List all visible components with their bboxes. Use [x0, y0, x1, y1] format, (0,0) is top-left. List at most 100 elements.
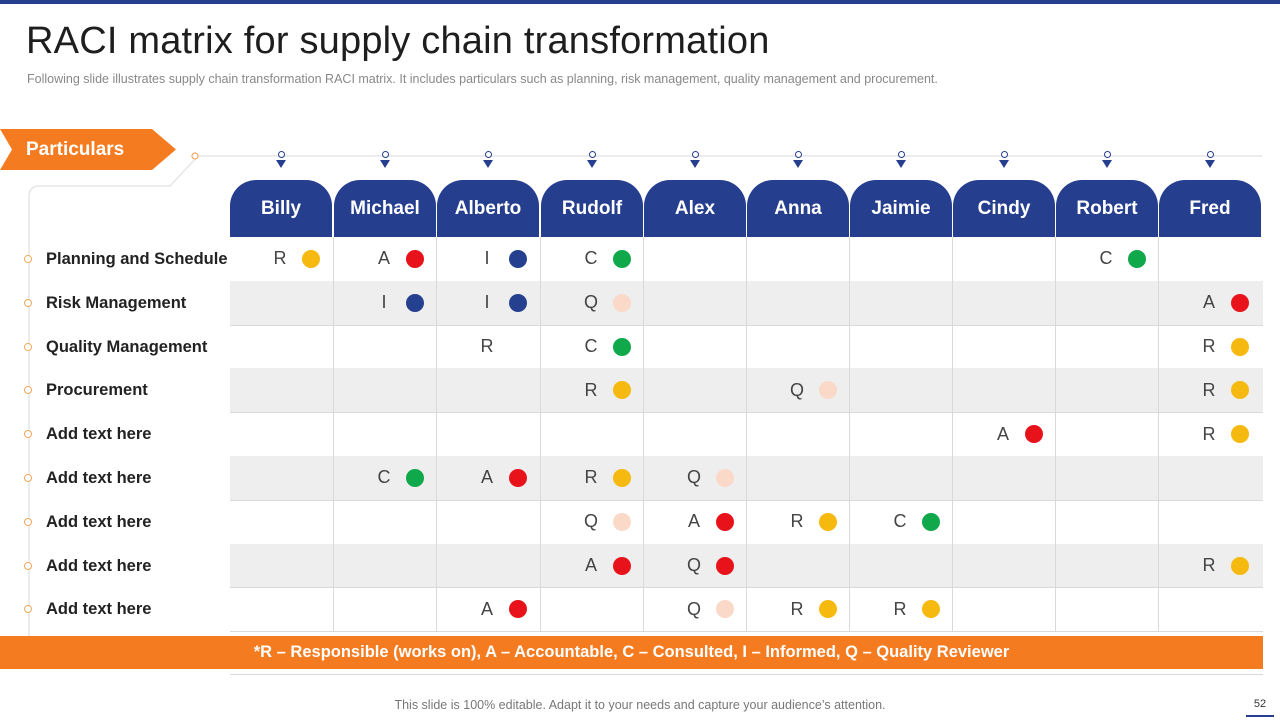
row-label: Quality Management	[46, 337, 208, 356]
raci-cell: R	[271, 248, 320, 270]
pin-marker-icon	[1102, 151, 1112, 171]
raci-cell: A	[994, 423, 1043, 445]
raci-cell: R	[1200, 555, 1249, 577]
raci-letter: Q	[583, 292, 598, 313]
raci-cell: C	[891, 511, 940, 533]
raci-cell: Q	[685, 555, 734, 577]
connector-node-icon	[191, 152, 199, 160]
pin-marker-icon	[896, 151, 906, 171]
raci-letter: R	[1202, 379, 1216, 400]
status-dot-icon	[406, 249, 424, 268]
status-dot-icon	[509, 600, 527, 619]
status-dot-icon	[922, 512, 940, 531]
raci-cell: Q	[582, 511, 631, 533]
raci-letter: Q	[686, 467, 701, 488]
raci-letter: R	[584, 379, 598, 400]
raci-letter: C	[1099, 248, 1113, 269]
status-dot-icon	[819, 600, 837, 619]
row-label: Add text here	[46, 512, 152, 531]
raci-cell: Q	[788, 379, 837, 401]
slide-title: RACI matrix for supply chain transformat…	[26, 20, 770, 62]
row-bullet-icon	[24, 342, 32, 351]
raci-cell: A	[685, 511, 734, 533]
status-dot-icon	[613, 337, 631, 356]
row-bullet-icon	[24, 517, 32, 526]
raci-cell: A	[478, 598, 527, 620]
raci-cell: Q	[685, 467, 734, 489]
raci-letter: I	[484, 248, 490, 269]
raci-letter: R	[273, 248, 287, 269]
raci-letter: I	[484, 292, 490, 313]
page-number-underline	[1246, 715, 1274, 717]
column-divider	[746, 237, 747, 631]
column-header: Robert	[1056, 180, 1158, 237]
status-dot-icon	[716, 468, 734, 487]
status-dot-icon	[509, 293, 527, 312]
row-label: Add text here	[46, 556, 152, 575]
status-dot-icon	[716, 600, 734, 619]
status-dot-icon	[613, 381, 631, 400]
raci-cell: R	[1200, 379, 1249, 401]
column-header: Jaimie	[850, 180, 952, 237]
raci-cell: R	[582, 379, 631, 401]
raci-letter: C	[377, 467, 391, 488]
status-dot-icon	[922, 600, 940, 619]
bottom-divider	[230, 674, 1263, 675]
column-divider	[1055, 237, 1056, 631]
status-dot-icon	[1025, 425, 1043, 444]
column-divider	[1158, 237, 1159, 631]
raci-letter: Q	[789, 379, 804, 400]
status-dot-icon	[1231, 425, 1249, 444]
slide-subtitle: Following slide illustrates supply chain…	[27, 72, 938, 86]
raci-letter: R	[1202, 423, 1216, 444]
raci-cell: C	[582, 336, 631, 358]
raci-cell: A	[375, 248, 424, 270]
raci-letter: R	[584, 467, 598, 488]
status-dot-icon	[406, 468, 424, 487]
legend-text: *R – Responsible (works on), A – Account…	[253, 643, 1010, 661]
raci-letter: R	[480, 336, 494, 356]
pin-marker-icon	[276, 151, 286, 171]
row-bullet-icon	[24, 473, 32, 482]
column-divider	[952, 237, 953, 631]
column-header: Fred	[1159, 180, 1261, 237]
raci-cell: A	[1200, 292, 1249, 314]
raci-letter: A	[480, 598, 493, 619]
status-dot-icon	[819, 512, 837, 531]
status-dot-icon	[613, 512, 631, 531]
status-dot-icon	[406, 293, 424, 312]
row-bullet-icon	[24, 561, 32, 570]
column-header: Rudolf	[541, 180, 643, 237]
raci-letter: R	[1202, 555, 1216, 575]
column-divider	[333, 237, 334, 631]
status-dot-icon	[613, 249, 631, 268]
raci-letter: R	[893, 598, 907, 619]
row-label: Add text here	[46, 600, 152, 619]
pin-marker-icon	[690, 151, 700, 171]
raci-letter: C	[584, 248, 598, 269]
pin-marker-icon	[380, 151, 390, 171]
status-dot-icon	[819, 381, 837, 400]
status-dot-icon	[1128, 249, 1146, 268]
status-dot-icon	[716, 556, 734, 575]
status-dot-icon	[613, 293, 631, 312]
raci-letter: C	[584, 336, 598, 356]
column-header: Alex	[644, 180, 746, 237]
row-bullet-icon	[24, 254, 32, 263]
status-dot-icon	[613, 468, 631, 487]
raci-cell: Q	[582, 292, 631, 314]
raci-cell: R	[891, 598, 940, 620]
raci-letter: R	[790, 598, 804, 619]
status-dot-icon	[1231, 293, 1249, 312]
raci-cell: R	[1200, 423, 1249, 445]
raci-letter: Q	[583, 511, 598, 532]
footer-note: This slide is 100% editable. Adapt it to…	[394, 698, 886, 712]
particulars-label: Particulars	[26, 138, 125, 160]
column-header: Alberto	[437, 180, 539, 237]
raci-letter: A	[584, 555, 597, 575]
row-label: Add text here	[46, 468, 152, 487]
pin-marker-icon	[793, 151, 803, 171]
pin-marker-icon	[587, 151, 597, 171]
raci-letter: C	[893, 511, 907, 532]
raci-cell: R	[788, 598, 837, 620]
